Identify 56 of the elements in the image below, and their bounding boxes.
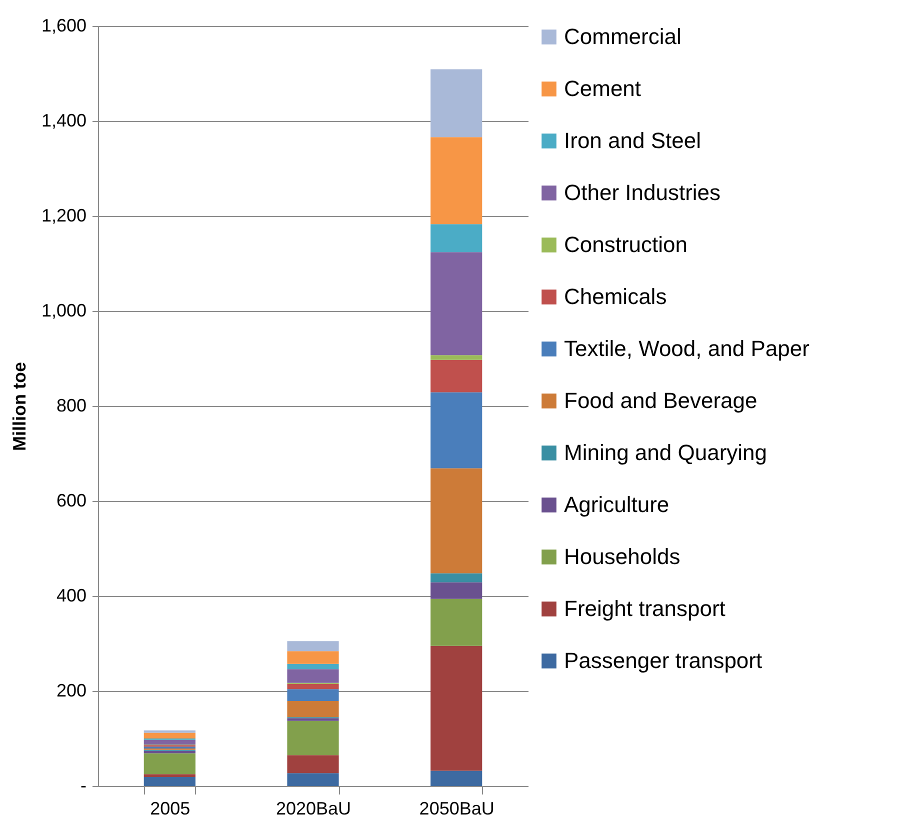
x-tick-label: 2050BaU (419, 798, 494, 818)
bar (430, 69, 482, 138)
legend-label: Chemicals (564, 284, 667, 309)
bar (430, 468, 482, 574)
bar (287, 720, 339, 756)
bar (144, 732, 196, 738)
y-axis-title: Million toe (9, 362, 30, 451)
bar (430, 252, 482, 356)
legend-label: Construction (564, 232, 688, 257)
legend-label: Commercial (564, 24, 682, 49)
bar (287, 700, 339, 718)
bar (287, 651, 339, 664)
bar (144, 730, 196, 733)
y-tick-label: 1,000 (41, 300, 86, 320)
bar (287, 664, 339, 670)
bar (430, 582, 482, 599)
bar (430, 770, 482, 786)
bar (144, 774, 196, 777)
x-tick-label: 2020BaU (276, 798, 352, 818)
y-tick-label: 200 (56, 680, 86, 700)
bar (430, 224, 482, 252)
bar (430, 360, 482, 392)
bar (144, 740, 196, 745)
bar (144, 753, 196, 774)
bar (287, 718, 339, 721)
bar (287, 684, 339, 690)
bar (430, 137, 482, 224)
legend-label: Mining and Quarying (564, 440, 768, 465)
y-tick-label: - (80, 776, 86, 796)
bar (287, 669, 339, 683)
legend-label: Households (564, 544, 680, 569)
x-tick-label: 2005 (150, 798, 190, 818)
legend-label: Textile, Wood, and Paper (564, 336, 810, 361)
y-tick-label: 600 (56, 490, 86, 510)
legend-label: Food and Beverage (564, 388, 758, 413)
bar (287, 689, 339, 701)
y-tick-label: 1,400 (41, 110, 86, 130)
bar (430, 573, 482, 582)
bar (287, 773, 339, 786)
bar (430, 646, 482, 771)
y-tick-label: 1,200 (41, 206, 86, 226)
bar (430, 598, 482, 646)
bar (430, 355, 482, 360)
bar (144, 776, 196, 786)
legend-label: Cement (564, 76, 642, 101)
y-tick-label: 400 (56, 586, 86, 606)
bar (430, 392, 482, 468)
legend-label: Iron and Steel (564, 128, 701, 153)
bar (287, 641, 339, 652)
bar (287, 755, 339, 774)
y-tick-label: 1,600 (41, 16, 86, 36)
legend-label: Other Industries (564, 180, 721, 205)
legend-label: Freight transport (564, 596, 726, 621)
y-tick-label: 800 (56, 396, 86, 416)
legend-label: Passenger transport (564, 648, 762, 673)
legend-label: Agriculture (564, 492, 670, 517)
